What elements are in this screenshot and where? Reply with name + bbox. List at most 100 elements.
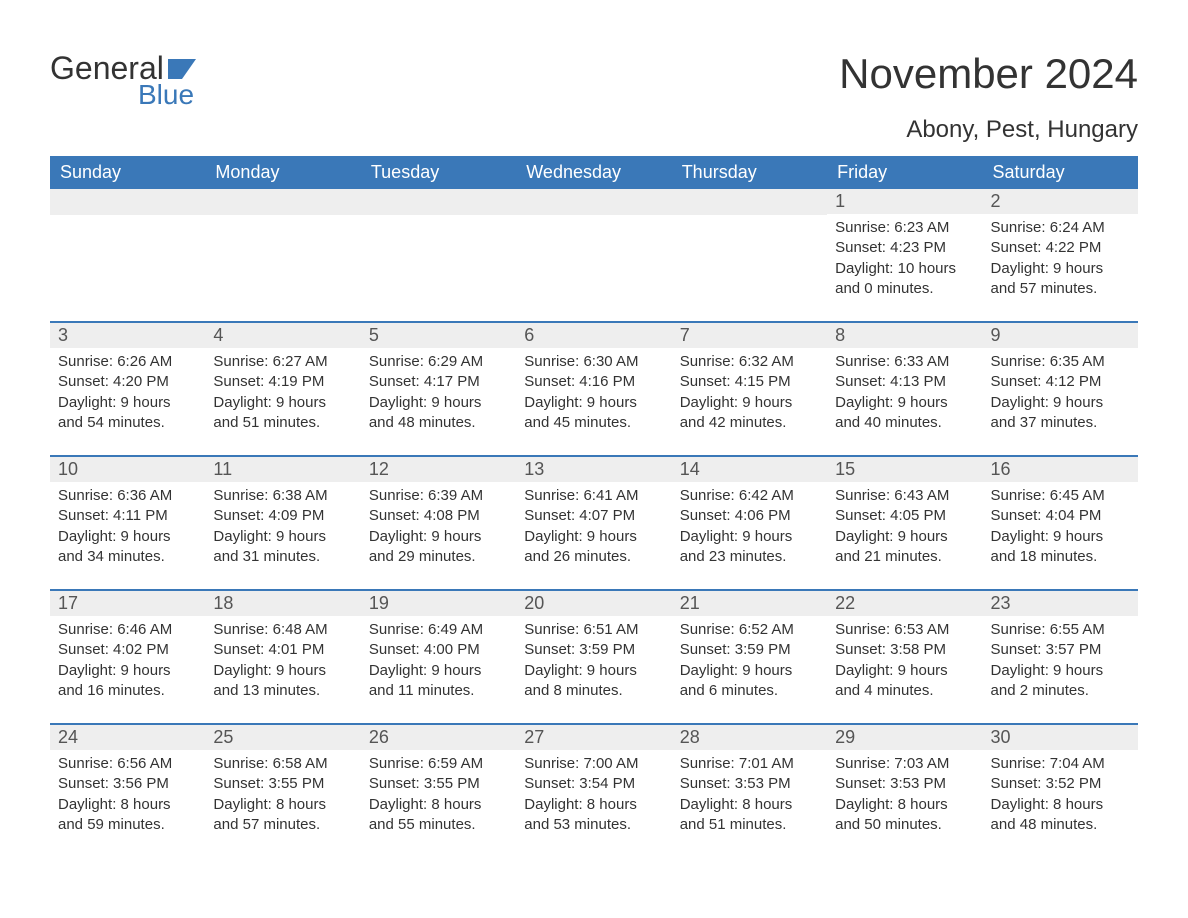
sunset-text: Sunset: 4:08 PM [369,506,508,526]
date-number: 4 [205,323,360,348]
sunset-text: Sunset: 3:59 PM [680,640,819,660]
date-number [205,189,360,215]
date-number: 18 [205,591,360,616]
sunrise-text: Sunrise: 6:58 AM [213,754,352,774]
calendar-cell: 11 Sunrise: 6:38 AMSunset: 4:09 PMDayligh… [205,457,360,571]
calendar-cell: 21Sunrise: 6:52 AMSunset: 3:59 PMDayligh… [672,591,827,705]
cell-body: Sunrise: 6:24 AMSunset: 4:22 PMDaylight:… [983,214,1138,303]
sunset-text: Sunset: 3:52 PM [991,774,1130,794]
sunset-text: Sunset: 4:07 PM [524,506,663,526]
calendar-cell: 18Sunrise: 6:48 AMSunset: 4:01 PMDayligh… [205,591,360,705]
day-header-cell: Wednesday [516,156,671,189]
sunset-text: Sunset: 3:59 PM [524,640,663,660]
sunset-text: Sunset: 3:55 PM [213,774,352,794]
daylight-text: Daylight: 8 hours and 53 minutes. [524,795,663,836]
calendar-cell: 27Sunrise: 7:00 AMSunset: 3:54 PMDayligh… [516,725,671,839]
sunrise-text: Sunrise: 6:59 AM [369,754,508,774]
calendar-cell [50,189,205,303]
calendar-cell: 13Sunrise: 6:41 AMSunset: 4:07 PMDayligh… [516,457,671,571]
daylight-text: Daylight: 9 hours and 18 minutes. [991,527,1130,568]
cell-body: Sunrise: 6:56 AMSunset: 3:56 PMDaylight:… [50,750,205,839]
date-number [516,189,671,215]
date-number: 30 [983,725,1138,750]
sunrise-text: Sunrise: 6:23 AM [835,218,974,238]
daylight-text: Daylight: 9 hours and 51 minutes. [213,393,352,434]
logo-text-blue: Blue [138,79,194,111]
date-number [361,189,516,215]
cell-body: Sunrise: 7:01 AMSunset: 3:53 PMDaylight:… [672,750,827,839]
logo: General Blue [50,50,196,111]
calendar-cell: 6Sunrise: 6:30 AMSunset: 4:16 PMDaylight… [516,323,671,437]
sunrise-text: Sunrise: 6:38 AM [213,486,352,506]
daylight-text: Daylight: 9 hours and 34 minutes. [58,527,197,568]
day-header-cell: Tuesday [361,156,516,189]
sunrise-text: Sunrise: 6:46 AM [58,620,197,640]
page-title: November 2024 [839,50,1138,98]
calendar-cell: 8Sunrise: 6:33 AMSunset: 4:13 PMDaylight… [827,323,982,437]
sunset-text: Sunset: 4:04 PM [991,506,1130,526]
date-number [50,189,205,215]
date-number: 11 [205,457,360,482]
sunset-text: Sunset: 4:15 PM [680,372,819,392]
week-row: 1Sunrise: 6:23 AMSunset: 4:23 PMDaylight… [50,189,1138,303]
sunrise-text: Sunrise: 6:27 AM [213,352,352,372]
daylight-text: Daylight: 8 hours and 48 minutes. [991,795,1130,836]
date-number: 17 [50,591,205,616]
cell-body: Sunrise: 6:30 AMSunset: 4:16 PMDaylight:… [516,348,671,437]
daylight-text: Daylight: 9 hours and 48 minutes. [369,393,508,434]
date-number: 2 [983,189,1138,214]
date-number: 13 [516,457,671,482]
date-number: 5 [361,323,516,348]
sunset-text: Sunset: 4:22 PM [991,238,1130,258]
daylight-text: Daylight: 8 hours and 55 minutes. [369,795,508,836]
week-row: 17Sunrise: 6:46 AMSunset: 4:02 PMDayligh… [50,589,1138,705]
sunrise-text: Sunrise: 6:48 AM [213,620,352,640]
sunrise-text: Sunrise: 6:43 AM [835,486,974,506]
sunset-text: Sunset: 3:58 PM [835,640,974,660]
sunset-text: Sunset: 3:53 PM [835,774,974,794]
daylight-text: Daylight: 9 hours and 16 minutes. [58,661,197,702]
daylight-text: Daylight: 9 hours and 26 minutes. [524,527,663,568]
calendar-cell: 2Sunrise: 6:24 AMSunset: 4:22 PMDaylight… [983,189,1138,303]
cell-body: Sunrise: 6:42 AMSunset: 4:06 PMDaylight:… [672,482,827,571]
week-row: 10Sunrise: 6:36 AMSunset: 4:11 PMDayligh… [50,455,1138,571]
calendar-cell [205,189,360,303]
calendar-cell: 4Sunrise: 6:27 AMSunset: 4:19 PMDaylight… [205,323,360,437]
daylight-text: Daylight: 9 hours and 6 minutes. [680,661,819,702]
daylight-text: Daylight: 9 hours and 2 minutes. [991,661,1130,702]
date-number: 27 [516,725,671,750]
cell-body: Sunrise: 6:51 AMSunset: 3:59 PMDaylight:… [516,616,671,705]
daylight-text: Daylight: 9 hours and 40 minutes. [835,393,974,434]
sunrise-text: Sunrise: 6:32 AM [680,352,819,372]
date-number: 23 [983,591,1138,616]
date-number: 10 [50,457,205,482]
calendar-cell: 9Sunrise: 6:35 AMSunset: 4:12 PMDaylight… [983,323,1138,437]
calendar-cell [516,189,671,303]
calendar-cell: 23Sunrise: 6:55 AMSunset: 3:57 PMDayligh… [983,591,1138,705]
sunrise-text: Sunrise: 6:26 AM [58,352,197,372]
sunset-text: Sunset: 4:13 PM [835,372,974,392]
date-number: 28 [672,725,827,750]
cell-body: Sunrise: 6:58 AMSunset: 3:55 PMDaylight:… [205,750,360,839]
sunrise-text: Sunrise: 6:42 AM [680,486,819,506]
daylight-text: Daylight: 9 hours and 37 minutes. [991,393,1130,434]
date-number: 9 [983,323,1138,348]
cell-body: Sunrise: 6:39 AMSunset: 4:08 PMDaylight:… [361,482,516,571]
sunset-text: Sunset: 4:11 PM [58,506,197,526]
cell-body: Sunrise: 6:23 AMSunset: 4:23 PMDaylight:… [827,214,982,303]
sunrise-text: Sunrise: 6:56 AM [58,754,197,774]
daylight-text: Daylight: 8 hours and 50 minutes. [835,795,974,836]
cell-body: Sunrise: 6:29 AMSunset: 4:17 PMDaylight:… [361,348,516,437]
cell-body: Sunrise: 6:33 AMSunset: 4:13 PMDaylight:… [827,348,982,437]
daylight-text: Daylight: 9 hours and 31 minutes. [213,527,352,568]
calendar-cell: 26Sunrise: 6:59 AMSunset: 3:55 PMDayligh… [361,725,516,839]
day-header-cell: Sunday [50,156,205,189]
cell-body: Sunrise: 6:32 AMSunset: 4:15 PMDaylight:… [672,348,827,437]
daylight-text: Daylight: 9 hours and 23 minutes. [680,527,819,568]
week-row: 3Sunrise: 6:26 AMSunset: 4:20 PMDaylight… [50,321,1138,437]
calendar-cell: 24Sunrise: 6:56 AMSunset: 3:56 PMDayligh… [50,725,205,839]
calendar-cell: 1Sunrise: 6:23 AMSunset: 4:23 PMDaylight… [827,189,982,303]
sunset-text: Sunset: 4:09 PM [213,506,352,526]
calendar-cell: 22Sunrise: 6:53 AMSunset: 3:58 PMDayligh… [827,591,982,705]
sunrise-text: Sunrise: 6:53 AM [835,620,974,640]
